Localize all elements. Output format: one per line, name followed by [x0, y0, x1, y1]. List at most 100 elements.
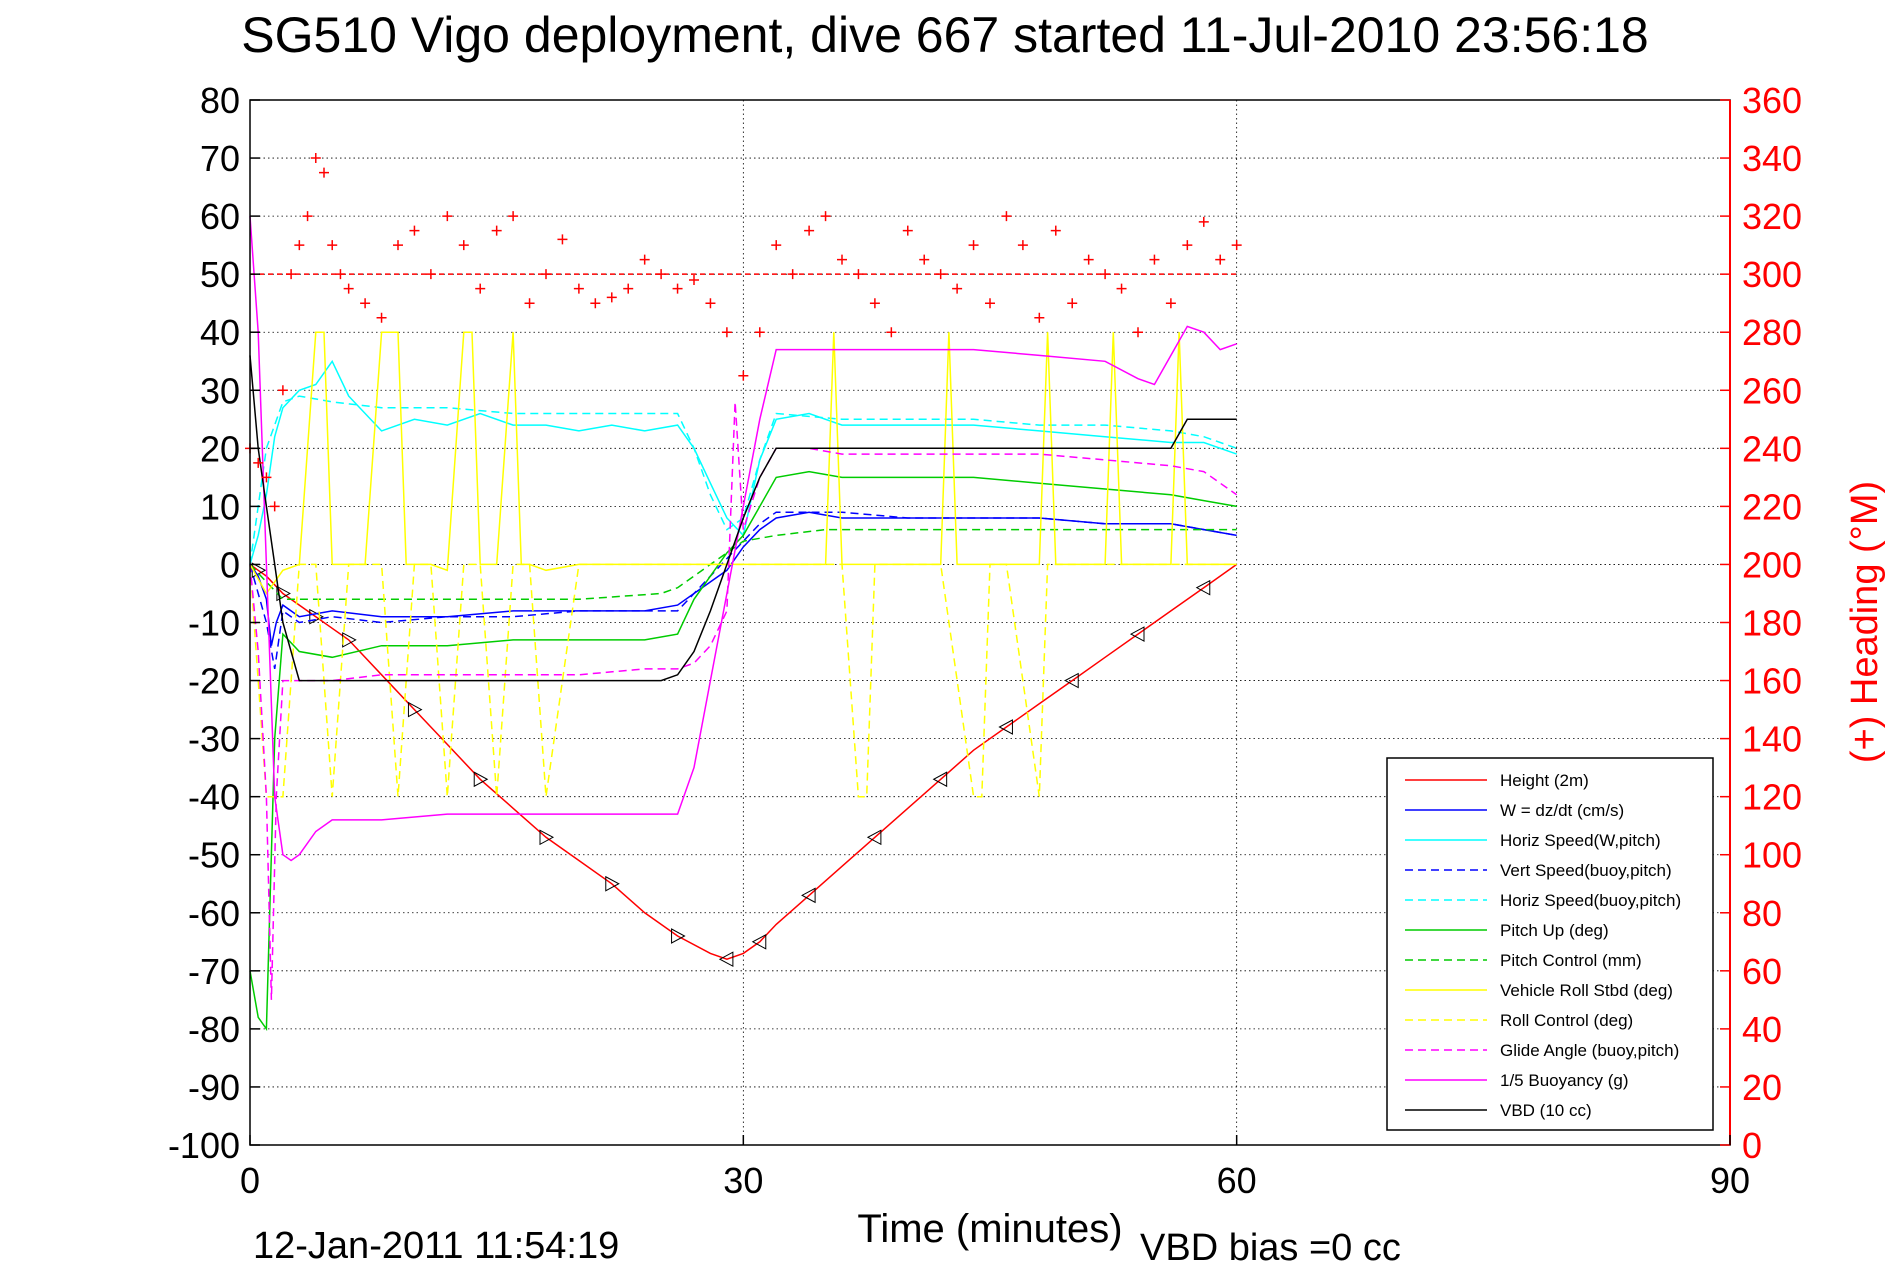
legend-label: Horiz Speed(W,pitch)	[1500, 831, 1661, 850]
heading-marker	[1215, 254, 1226, 265]
y-tick-label: -50	[188, 835, 240, 876]
height-triangle-marker	[932, 771, 948, 788]
heading-marker	[343, 283, 354, 294]
height-triangle-marker	[1064, 672, 1079, 689]
legend: Height (2m) W = dz/dt (cm/s) Horiz Speed(W…	[1386, 757, 1714, 1131]
height-triangle-marker	[998, 719, 1013, 735]
y2-tick-label: 200	[1742, 544, 1802, 585]
footer-timestamp: 12-Jan-2011 11:54:19	[253, 1225, 619, 1262]
heading-marker	[820, 211, 831, 222]
heading-marker	[869, 298, 880, 309]
y-tick-label: -90	[188, 1067, 240, 1108]
legend-label: Horiz Speed(buoy,pitch)	[1500, 891, 1681, 910]
heading-marker	[442, 211, 453, 222]
heading-marker	[902, 225, 913, 236]
y2-tick-label: 360	[1742, 80, 1802, 121]
series-vbd-10-cc	[249, 355, 1237, 682]
heading-marker	[804, 225, 815, 236]
height-triangle-marker	[718, 951, 734, 968]
x-tick-label: 0	[240, 1160, 260, 1201]
y-tick-label: 20	[200, 428, 240, 469]
series-horiz-speed-buoy-pitch	[249, 395, 1237, 565]
heading-marker	[508, 211, 519, 222]
legend-box	[1386, 757, 1714, 1131]
heading-marker	[1083, 254, 1094, 265]
y2-tick-label: 60	[1742, 951, 1782, 992]
heading-marker	[721, 327, 732, 338]
heading-marker	[754, 327, 765, 338]
y-tick-label: -20	[188, 661, 240, 702]
heading-marker	[623, 283, 634, 294]
y2-tick-label: 80	[1742, 893, 1782, 934]
y2-tick-label: 340	[1742, 138, 1802, 179]
heading-marker	[557, 234, 568, 245]
x-tick-label: 90	[1710, 1160, 1750, 1201]
series-1-5-buoyancy-g	[249, 216, 1237, 862]
heading-marker	[689, 274, 699, 285]
y2-tick-label: 160	[1742, 661, 1802, 702]
heading-marker	[705, 298, 716, 309]
height-triangle-marker	[605, 875, 620, 892]
y2-tick-label: 300	[1742, 254, 1802, 295]
heading-marker	[1067, 298, 1078, 309]
heading-marker	[269, 501, 280, 512]
legend-label: Pitch Up (deg)	[1500, 921, 1609, 940]
y2-tick-label: 0	[1742, 1125, 1762, 1166]
legend-label: Pitch Control (mm)	[1500, 951, 1642, 970]
chart-title: SG510 Vigo deployment, dive 667 started …	[241, 7, 1648, 63]
heading-marker	[376, 312, 387, 323]
x-tick-label: 60	[1217, 1160, 1257, 1201]
heading-marker	[261, 472, 272, 483]
y2-tick-label: 20	[1742, 1067, 1782, 1108]
height-triangle-marker	[1129, 626, 1145, 642]
series-height-2m	[249, 563, 1238, 960]
height-triangle-marker	[801, 887, 816, 904]
y2-tick-label: 100	[1742, 835, 1802, 876]
heading-marker	[1231, 240, 1242, 251]
y-tick-label: 30	[200, 370, 240, 411]
heading-marker	[327, 240, 338, 251]
y-tick-label: -30	[188, 719, 240, 760]
y-tick-label: 80	[200, 80, 240, 121]
height-triangle-marker	[751, 933, 767, 950]
series-pitch-up-deg	[249, 470, 1237, 1032]
heading-marker	[491, 225, 502, 236]
heading-marker	[738, 370, 749, 381]
height-triangle-marker	[671, 928, 686, 944]
footer-vbd-bias: VBD bias =0 cc	[1140, 1227, 1401, 1262]
heading-marker	[1165, 298, 1176, 309]
y-tick-label: 50	[200, 254, 240, 295]
series-glide-angle-buoy-pitch	[249, 401, 1238, 1000]
heading-marker	[1034, 312, 1045, 323]
y-tick-label: -70	[188, 951, 240, 992]
heading-marker	[409, 225, 420, 236]
y-tick-label: 10	[200, 486, 240, 527]
heading-marker	[524, 298, 535, 309]
y2-tick-label: 180	[1742, 603, 1802, 644]
y2-tick-label: 240	[1742, 428, 1802, 469]
heading-marker	[672, 283, 683, 294]
y-tick-label: -80	[188, 1009, 240, 1050]
y-tick-label: -10	[188, 603, 240, 644]
height-triangle-marker	[539, 829, 555, 846]
heading-marker	[1198, 216, 1209, 227]
y2-tick-label: 320	[1742, 196, 1802, 237]
height-triangle-marker	[473, 771, 489, 788]
heading-marker	[919, 254, 930, 265]
right-y-axis: 3603403203002802602402202001801601401201…	[1720, 80, 1802, 1166]
x-axis: 0 30 60 90	[240, 1135, 1750, 1201]
x-axis-label: Time (minutes)	[857, 1207, 1122, 1251]
heading-marker	[475, 283, 486, 294]
legend-label: Roll Control (deg)	[1500, 1011, 1633, 1030]
heading-marker	[393, 240, 403, 251]
heading-marker	[1133, 327, 1143, 338]
legend-label: Height (2m)	[1500, 771, 1589, 790]
heading-marker	[1116, 283, 1127, 294]
heading-marker	[294, 240, 305, 251]
heading-marker	[277, 385, 288, 396]
heading-marker	[985, 298, 995, 309]
y-tick-label: 60	[200, 196, 240, 237]
height-triangle-marker	[407, 701, 423, 718]
heading-marker	[886, 327, 897, 338]
